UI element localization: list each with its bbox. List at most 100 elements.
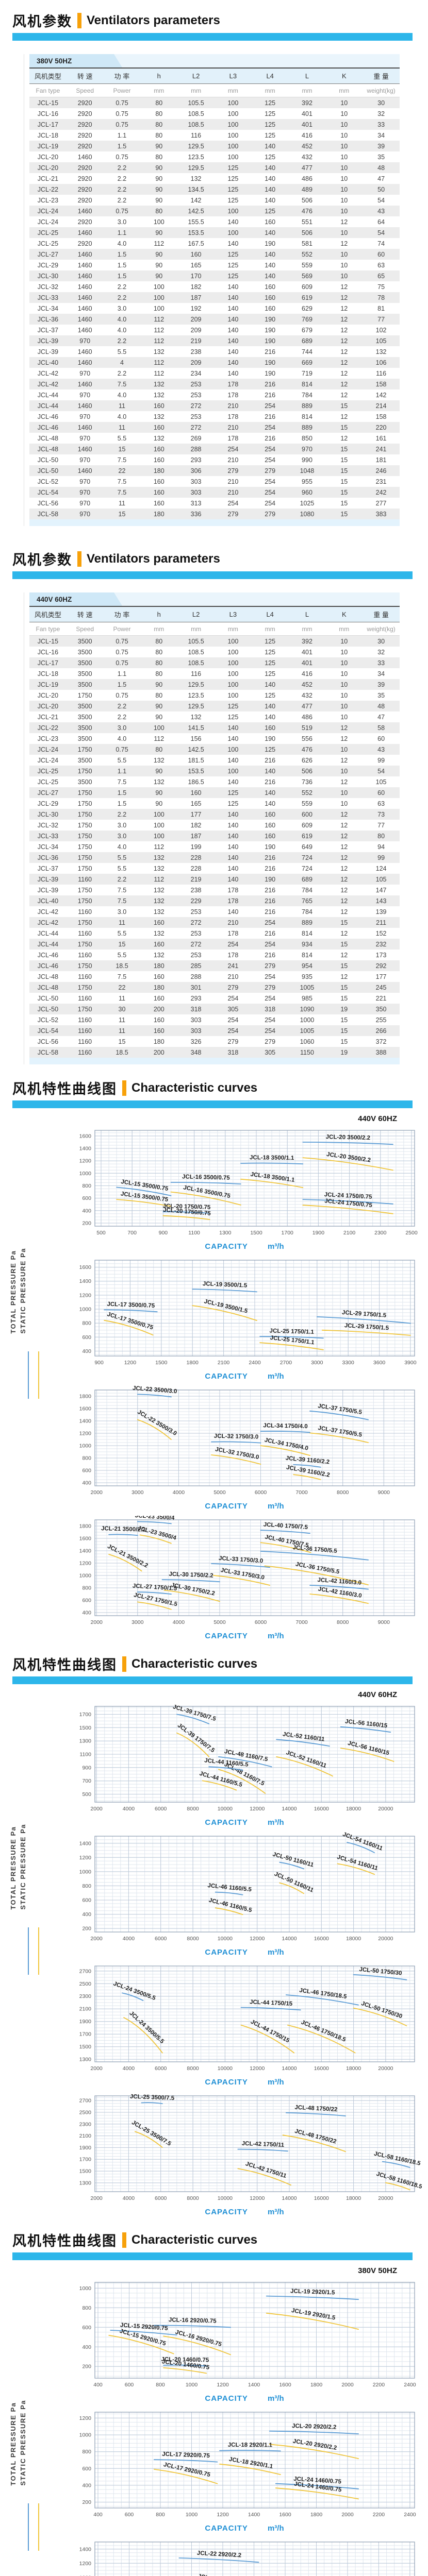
table-cell: 100 (227, 670, 239, 677)
table-cell: 719 (302, 369, 312, 377)
table-cell: 140 (227, 778, 239, 786)
table-cell: 305 (227, 1005, 239, 1013)
table-cell: JCL-58 (37, 1048, 59, 1056)
svg-text:3600: 3600 (373, 1360, 386, 1366)
curve-total-pressure (162, 1211, 210, 1214)
table-cell: JCL-44 (37, 929, 59, 937)
table-cell: 100 (227, 637, 239, 645)
table-cell: 4.0 (117, 240, 127, 247)
table-cell: 142 (190, 196, 202, 204)
table-cell: JCL-54 (37, 488, 59, 496)
table-cell: 12 (340, 778, 348, 786)
capacity-unit: m³/h (267, 2208, 284, 2216)
table-cell: 401 (302, 659, 312, 667)
table-cell: 125 (265, 121, 276, 128)
table-cell: 19 (340, 1005, 348, 1013)
table-row: JCL-58 970 15 180 336 279 279 1080 15 383 (29, 509, 400, 519)
svg-text:14000: 14000 (282, 2195, 297, 2201)
table-cell: JCL-48 (37, 445, 59, 453)
table-cell: 140 (227, 865, 239, 872)
table-cell: JCL-16 (37, 110, 59, 117)
characteristic-curve-chart: 2004006008001000120014002000220024002600… (79, 2541, 415, 2576)
svg-text:20000: 20000 (378, 1936, 393, 1942)
table-cell: JCL-24 (37, 756, 59, 764)
table-cell: 100 (153, 821, 164, 829)
curve-label: JCL-22 2920/2.2 (197, 2550, 242, 2559)
table-cell: 12 (340, 854, 348, 861)
table-cell: 1160 (78, 1027, 92, 1035)
table-cell: 100 (227, 648, 239, 656)
y-tick-labels: 1300 1500 1700 1900 2100 2300 2500 2700 (79, 1968, 92, 2062)
table-cell: 77 (377, 821, 385, 829)
curve-static-pressure (279, 1882, 304, 1894)
x-tick-labels: 400 600 800 1000 1200 1400 1600 1800 2000 2200 240… (93, 2382, 416, 2388)
table-cell: 125 (265, 691, 276, 699)
svg-text:7000: 7000 (295, 1619, 308, 1625)
table-row: JCL-19 2920 1.5 90 129.5 100 140 452 10 39 (29, 141, 400, 151)
table-cell: 125 (227, 702, 239, 710)
y-axis-title-static: STATIC PRESSURE Pa (19, 1824, 27, 1910)
chart-block: 2004006008001000120014002000220024002600… (61, 2538, 428, 2576)
table-cell: 90 (155, 681, 163, 688)
table-cell: JCL-17 (37, 659, 59, 667)
table-cell: 90 (155, 196, 163, 204)
table-cell: 15 (340, 467, 348, 474)
capacity-unit: m³/h (267, 2078, 284, 2087)
table-cell: 1460 (77, 261, 92, 269)
table-cell: 2.2 (117, 164, 127, 172)
grid-minor (95, 1836, 415, 1933)
table-cell: 1750 (77, 897, 92, 905)
table-row: JCL-39 1160 2.2 112 219 140 190 689 12 105 (29, 874, 400, 885)
table-cell: 140 (227, 359, 239, 366)
table-cell: 1160 (78, 951, 92, 959)
table-cell: 140 (227, 369, 239, 377)
table-cell: 80 (155, 670, 163, 677)
curve-total-pressure (154, 2459, 218, 2463)
y-tick-labels: 200 400 600 800 1000 1200 1400 1600 (79, 1133, 92, 1226)
voltage-tab: 380V 50HZ (29, 54, 122, 67)
column-header-cn: h (140, 67, 178, 84)
table-cell: 153.5 (188, 767, 204, 775)
curve-label: JCL-22 3500/3.0 (133, 1386, 177, 1395)
table-cell: JCL-37 (37, 865, 59, 872)
plot-border (94, 1706, 415, 1803)
svg-text:12000: 12000 (250, 1806, 265, 1812)
table-cell: 132 (153, 380, 164, 388)
svg-text:800: 800 (82, 1183, 91, 1189)
y-axis-title-static: STATIC PRESSURE Pa (19, 1248, 27, 1334)
table-row: JCL-42 1160 3.0 132 253 140 216 784 12 139 (29, 906, 400, 917)
column-header-unit: mm (177, 622, 215, 636)
table-cell: 132 (190, 713, 202, 721)
table-row: JCL-37 1460 4.0 112 209 140 190 679 12 102 (29, 325, 400, 335)
cyan-accent-bar (12, 2252, 413, 2260)
table-cell: 12 (340, 929, 348, 937)
curve-total-pressure (211, 1441, 261, 1444)
curve-static-pressure (154, 2469, 218, 2484)
table-cell: 254 (227, 940, 239, 948)
table-row: JCL-40 1750 7.5 132 229 178 216 765 12 143 (29, 895, 400, 906)
table-cell: 238 (190, 348, 202, 355)
table-cell: 132 (153, 413, 164, 420)
table-row: JCL-23 2920 2.2 90 142 125 140 506 10 54 (29, 195, 400, 206)
table-cell: 2920 (77, 99, 92, 107)
curve-label: JCL-46 1750/18.5 (299, 1987, 348, 2000)
table-cell: 216 (265, 865, 276, 872)
table-cell: 140 (265, 681, 276, 688)
y-tick-labels: 400 600 800 1000 1200 1400 1600 1800 (79, 1394, 92, 1486)
table-cell: 2920 (77, 110, 92, 117)
table-cell: 15 (340, 423, 348, 431)
table-cell: 140 (227, 821, 239, 829)
table-row: JCL-33 1750 3.0 100 187 140 160 619 12 80 (29, 831, 400, 841)
table-cell: 2920 (77, 185, 92, 193)
curve-total-pressure (276, 1739, 330, 1747)
table-cell: 116 (191, 670, 202, 677)
table-cell: 489 (302, 185, 312, 193)
table-cell: 12 (340, 886, 348, 894)
table-cell: 125 (227, 175, 239, 182)
svg-text:3900: 3900 (404, 1360, 417, 1366)
table-cell: 15 (340, 1027, 348, 1035)
table-cell: 4.0 (117, 326, 127, 334)
table-cell: 108.5 (188, 110, 204, 117)
table-cell: 140 (227, 854, 239, 861)
table-cell: 140 (227, 315, 239, 323)
